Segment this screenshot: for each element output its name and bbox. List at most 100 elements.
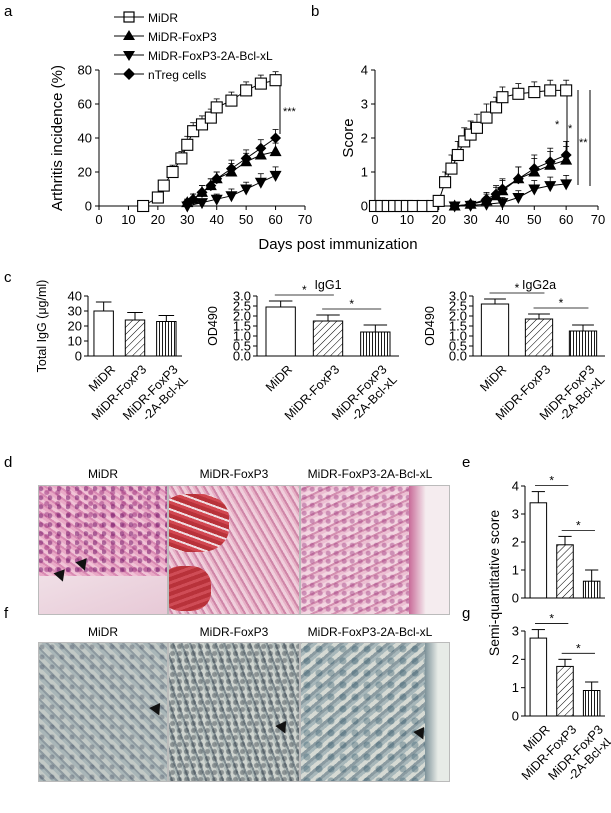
shared-x-axis-label: Days post immunization xyxy=(258,236,417,253)
data-point-b-0 xyxy=(560,84,573,97)
data-point-a-3 xyxy=(187,193,199,205)
data-point-a-3 xyxy=(225,163,237,175)
panel-label-f: f xyxy=(4,605,9,622)
y-tick-label-e: 0 xyxy=(512,591,519,606)
y-tick-label-c1: 10 xyxy=(68,334,82,349)
data-point-a-0 xyxy=(204,111,217,124)
x-tick-label-a: 40 xyxy=(209,212,223,227)
data-point-b-0 xyxy=(470,121,483,134)
y-tick-label-a: 80 xyxy=(78,63,92,78)
bar-c1-2 xyxy=(156,321,177,357)
data-point-a-0 xyxy=(269,74,282,87)
data-point-a-0 xyxy=(181,138,194,151)
y-tick-label-c3: 2.0 xyxy=(449,309,467,324)
data-point-a-3 xyxy=(205,180,217,192)
micrograph-d-bclxl xyxy=(300,485,450,615)
legend-label-foxp3: MiDR-FoxP3 xyxy=(148,30,217,44)
y-tick-label-b: 1 xyxy=(361,165,368,180)
y-tick-label-b: 2 xyxy=(361,131,368,146)
data-point-a-3 xyxy=(270,132,282,144)
data-point-a-0 xyxy=(254,77,267,90)
sig-star-c3: * xyxy=(559,296,564,310)
data-point-a-2 xyxy=(240,184,253,196)
y-tick-label-c1: 20 xyxy=(68,319,82,334)
legend-marker-foxp3 xyxy=(123,30,135,40)
sig-a: *** xyxy=(283,106,297,118)
micrograph-f-foxp3 xyxy=(168,642,300,782)
data-point-b-0 xyxy=(439,176,452,189)
x-tick-label-b: 40 xyxy=(495,212,509,227)
x-tick-label-a: 50 xyxy=(239,212,253,227)
data-point-a-0 xyxy=(210,101,223,114)
sig-star-e: * xyxy=(576,518,581,532)
data-point-a-1 xyxy=(269,145,282,157)
data-point-a-3 xyxy=(211,173,223,185)
x-tick-label-a: 10 xyxy=(121,212,135,227)
y-tick-label-c2: 1.0 xyxy=(233,329,251,344)
bar-c2-1 xyxy=(312,320,344,357)
y-tick-label-c1: 30 xyxy=(68,304,82,319)
data-point-a-2 xyxy=(254,177,267,189)
y-tick-label-c2: 1.5 xyxy=(233,319,251,334)
data-point-b-3 xyxy=(496,183,508,195)
y-tick-label-c2: 0.5 xyxy=(233,339,251,354)
data-point-b-3 xyxy=(490,188,502,200)
micrograph-f-bclxl xyxy=(300,642,450,782)
data-point-b-3 xyxy=(512,173,524,185)
y-tick-label-c3: 2.5 xyxy=(449,299,467,314)
legend-label-bclxl: MiDR-FoxP3-2A-Bcl-xL xyxy=(148,49,273,63)
y-tick-label-c3: 1.5 xyxy=(449,319,467,334)
arrow-marker-d2 xyxy=(75,558,91,573)
panel-label-a: a xyxy=(4,3,13,20)
data-point-a-3 xyxy=(196,186,208,198)
data-point-b-2 xyxy=(480,199,493,211)
y-tick-label-c2: 2.0 xyxy=(233,309,251,324)
y-tick-label-c3: 1.0 xyxy=(449,329,467,344)
data-point-b-0 xyxy=(445,162,458,175)
sig-star-e: * xyxy=(549,474,554,488)
y-tick-label-a: 40 xyxy=(78,131,92,146)
chart-title-c3: IgG2a xyxy=(522,278,556,292)
legend: MiDR MiDR-FoxP3 MiDR-FoxP3-2A-Bcl-xL nTr… xyxy=(114,11,273,82)
data-point-a-0 xyxy=(151,191,164,204)
y-axis-label-c1: Total IgG (μg/ml) xyxy=(35,280,49,373)
data-point-b-2 xyxy=(512,193,525,204)
data-point-a-0 xyxy=(195,118,209,131)
data-point-b-0 xyxy=(480,111,493,124)
image-title-d-bclxl: MiDR-FoxP3-2A-Bcl-xL xyxy=(307,467,433,481)
image-title-d-foxp3: MiDR-FoxP3 xyxy=(199,467,269,481)
y-tick-label-g: 1 xyxy=(512,680,519,695)
data-point-b-0 xyxy=(458,135,471,148)
y-tick-label-g: 3 xyxy=(512,624,519,639)
legend-label-ntreg: nTreg cells xyxy=(148,68,206,82)
x-tick-label-a: 30 xyxy=(180,212,194,227)
x-tick-label-b: 20 xyxy=(431,212,445,227)
bar-g-1 xyxy=(556,665,574,717)
y-tick-label-g: 0 xyxy=(512,709,519,724)
data-point-a-1 xyxy=(254,148,267,160)
y-axis-label-b: Score xyxy=(340,118,357,157)
y-tick-label-e: 1 xyxy=(512,563,519,578)
y-tick-label-c3: 3.0 xyxy=(449,289,467,304)
sig-star-g: * xyxy=(549,612,554,626)
x-tick-label-a: 70 xyxy=(298,212,312,227)
y-tick-label-a: 20 xyxy=(78,165,92,180)
micrograph-f-midr xyxy=(38,642,168,782)
bar-e-2 xyxy=(582,580,601,599)
sig-b1: * xyxy=(555,119,560,131)
y-tick-label-e: 3 xyxy=(512,507,519,522)
data-point-b-0 xyxy=(512,87,525,100)
data-point-b-0 xyxy=(490,101,503,114)
panel-label-e: e xyxy=(462,454,470,471)
y-tick-label-g: 2 xyxy=(512,652,519,667)
y-tick-label-c3: 0.0 xyxy=(449,349,467,364)
bar-c2-0 xyxy=(265,306,296,357)
chart-title-c2: IgG1 xyxy=(314,278,341,292)
data-point-b-3 xyxy=(449,200,461,212)
y-tick-label-e: 4 xyxy=(512,479,519,494)
x-tick-label-b: 70 xyxy=(591,212,605,227)
bar-e-1 xyxy=(556,544,574,599)
bar-c3-0 xyxy=(480,303,510,357)
data-point-b-3 xyxy=(481,193,492,205)
